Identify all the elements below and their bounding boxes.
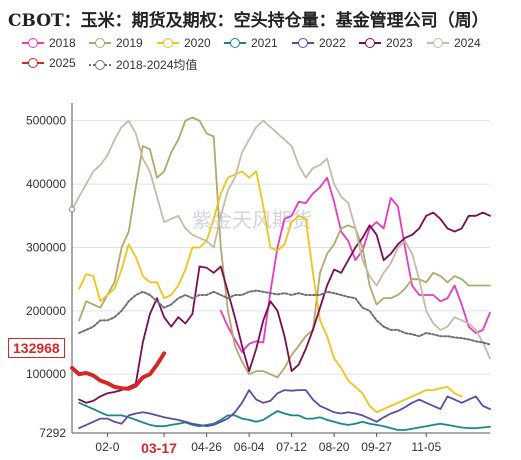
- legend-item-2020[interactable]: 2020: [157, 36, 211, 50]
- series-line-2019: [78, 116, 491, 379]
- x-tick-label: 11-05: [411, 440, 441, 454]
- legend-marker-icon: [89, 37, 111, 49]
- x-axis: 02-0 04-26 06-04 07-12 08-20 09-27 11-05: [72, 432, 490, 454]
- legend-label: 2025: [49, 56, 76, 70]
- legend-item-2024[interactable]: 2024: [427, 36, 481, 50]
- y-tick-label: 200000: [26, 304, 66, 318]
- latest-value-callout: 132968: [8, 338, 65, 358]
- legend-marker-icon: [224, 37, 246, 49]
- legend-label: 2020: [184, 36, 211, 50]
- x-tick-label: 08-20: [319, 440, 350, 454]
- legend-marker-icon: [359, 37, 381, 49]
- x-tick-label: 02-0: [95, 440, 119, 454]
- legend-label: 2019: [116, 36, 143, 50]
- x-tick-label: 04-26: [191, 440, 222, 454]
- legend-item-2022[interactable]: 2022: [292, 36, 346, 50]
- y-tick-label: 400000: [26, 177, 66, 191]
- legend-marker-icon: [22, 37, 44, 49]
- legend-item-2018-2024均值[interactable]: 2018-2024均值: [89, 56, 197, 73]
- series-line-2025: [70, 351, 167, 391]
- y-tick-label: 100000: [26, 367, 66, 381]
- legend-label: 2023: [386, 36, 413, 50]
- x-tick-label: 09-27: [361, 440, 392, 454]
- legend-label: 2018-2024均值: [116, 58, 198, 72]
- series-line-2018-2024均值: [78, 289, 491, 346]
- series-line-2020: [78, 170, 463, 414]
- y-axis: 7292 100000 200000 300000 400000 500000: [26, 103, 73, 440]
- series-start-marker: [69, 206, 75, 213]
- series-lines: [69, 116, 491, 431]
- legend-marker-icon: [89, 59, 111, 71]
- highlight-x-label: 03-17: [128, 438, 190, 458]
- y-tick-label: 7292: [39, 426, 66, 440]
- x-tick-label: 07-12: [276, 440, 307, 454]
- legend-label: 2018: [49, 36, 76, 50]
- series-line-2022: [78, 389, 491, 429]
- series-line-2021: [78, 401, 491, 431]
- legend-label: 2024: [454, 36, 481, 50]
- legend-marker-icon: [157, 37, 179, 49]
- y-tick-label: 300000: [26, 240, 66, 254]
- chart-title: CBOT：玉米：期货及期权：空头持仓量：基金管理公司（周）: [8, 11, 489, 31]
- series-line-2018: [219, 176, 491, 353]
- legend-marker-icon: [292, 37, 314, 49]
- legend-label: 2021: [251, 36, 278, 50]
- legend-marker-icon: [22, 57, 44, 69]
- legend-item-2018[interactable]: 2018: [22, 36, 76, 50]
- series-line-2024: [71, 119, 491, 360]
- x-tick-label: 06-04: [234, 440, 265, 454]
- legend-marker-icon: [427, 37, 449, 49]
- legend-label: 2022: [319, 36, 346, 50]
- legend-item-2019[interactable]: 2019: [89, 36, 143, 50]
- legend-item-2025[interactable]: 2025: [22, 56, 76, 70]
- legend-item-2021[interactable]: 2021: [224, 36, 278, 50]
- legend-item-2023[interactable]: 2023: [359, 36, 413, 50]
- y-tick-label: 500000: [26, 114, 66, 128]
- series-line-2023: [78, 211, 491, 404]
